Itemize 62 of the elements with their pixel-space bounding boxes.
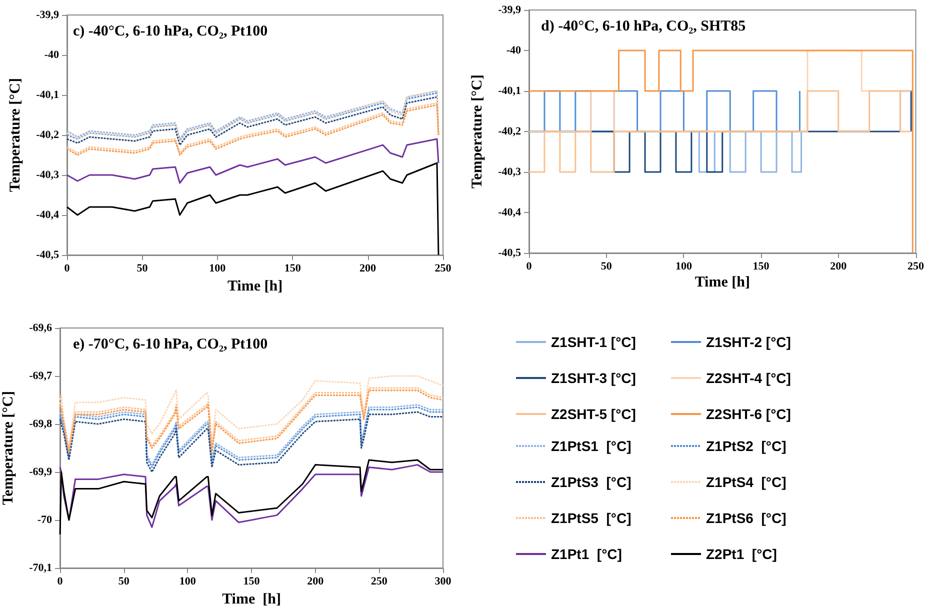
- legend-label: Z2SHT-4 [°C]: [706, 370, 791, 386]
- y-tick-label: -40,3: [36, 169, 60, 181]
- y-tick-label: -40,1: [36, 89, 59, 101]
- x-tick-label: 200: [830, 260, 848, 272]
- x-axis-title: Time [h]: [222, 591, 281, 608]
- y-tick-label: -39,9: [36, 9, 60, 21]
- y-tick-label: -39,9: [498, 4, 522, 16]
- x-axis-title: Time [h]: [694, 274, 750, 290]
- x-tick-label: 0: [64, 262, 70, 274]
- y-tick-label: -40,1: [498, 85, 521, 97]
- x-tick-label: 50: [136, 262, 148, 274]
- y-tick-label: -40,4: [36, 209, 60, 221]
- legend-label: Z1PtS1 [°C]: [551, 438, 632, 454]
- x-tick-label: 250: [908, 260, 924, 272]
- x-tick-label: 200: [360, 262, 377, 274]
- y-tick-label: -40,4: [498, 206, 522, 218]
- y-axis-title: Temperature [°C]: [8, 78, 24, 192]
- y-tick-label: -40,5: [36, 249, 60, 261]
- legend-label: Z1Pt1 [°C]: [551, 546, 622, 562]
- x-tick-label: 0: [57, 576, 64, 588]
- x-tick-label: 100: [675, 260, 692, 272]
- text: e) -70°C, 6-10 hPa, CO₂, Pt100: [73, 336, 268, 352]
- y-tick-label: -40,3: [498, 166, 522, 178]
- x-tick-label: 150: [284, 262, 302, 274]
- x-tick-label: 50: [600, 260, 612, 272]
- y-axis-title: Temperature [°C]: [0, 391, 16, 505]
- x-tick-label: 200: [307, 576, 324, 588]
- legend-label: Z2SHT-5 [°C]: [551, 406, 636, 422]
- x-tick-label: 100: [209, 262, 226, 274]
- y-tick-label: -69,7: [29, 370, 52, 382]
- x-tick-label: 300: [434, 576, 452, 588]
- legend-label: Z1PtS3 [°C]: [551, 474, 632, 490]
- y-tick-label: -70: [37, 514, 52, 526]
- legend-label: Z2Pt1 [°C]: [706, 546, 777, 562]
- y-tick-label: -70,1: [29, 562, 52, 574]
- y-tick-label: -69,8: [29, 418, 52, 430]
- legend-label: Z1SHT-2 [°C]: [706, 334, 791, 350]
- y-tick-label: -69,9: [29, 466, 52, 478]
- y-tick-label: -40: [506, 44, 522, 56]
- legend-label: Z1SHT-1 [°C]: [551, 334, 636, 350]
- legend-label: Z1SHT-3 [°C]: [551, 370, 636, 386]
- legend-label: Z1PtS4 [°C]: [706, 474, 786, 490]
- y-tick-label: -40,5: [498, 247, 522, 259]
- y-tick-label: -40,2: [498, 126, 522, 138]
- x-axis-title: Time [h]: [227, 278, 283, 294]
- x-tick-label: 0: [526, 260, 532, 272]
- legend-label: Z2SHT-6 [°C]: [706, 406, 791, 422]
- text: d) -40°C, 6-10 hPa, CO₂, SHT85: [541, 18, 746, 34]
- x-tick-label: 100: [179, 576, 196, 588]
- text: c) -40°C, 6-10 hPa, CO₂, Pt100: [73, 24, 268, 40]
- y-tick-label: -40: [44, 49, 60, 61]
- x-tick-label: 250: [370, 576, 388, 588]
- x-tick-label: 150: [752, 260, 770, 272]
- y-tick-label: -69,6: [29, 322, 52, 334]
- x-tick-label: 150: [243, 576, 260, 588]
- y-axis-title: Temperature [°C]: [470, 74, 486, 188]
- x-tick-label: 50: [118, 576, 130, 588]
- legend-label: Z1PtS2 [°C]: [706, 438, 786, 454]
- y-tick-label: -40,2: [36, 129, 60, 141]
- x-tick-label: 250: [434, 262, 452, 274]
- legend-label: Z1PtS6 [°C]: [706, 510, 786, 526]
- legend-label: Z1PtS5 [°C]: [551, 510, 632, 526]
